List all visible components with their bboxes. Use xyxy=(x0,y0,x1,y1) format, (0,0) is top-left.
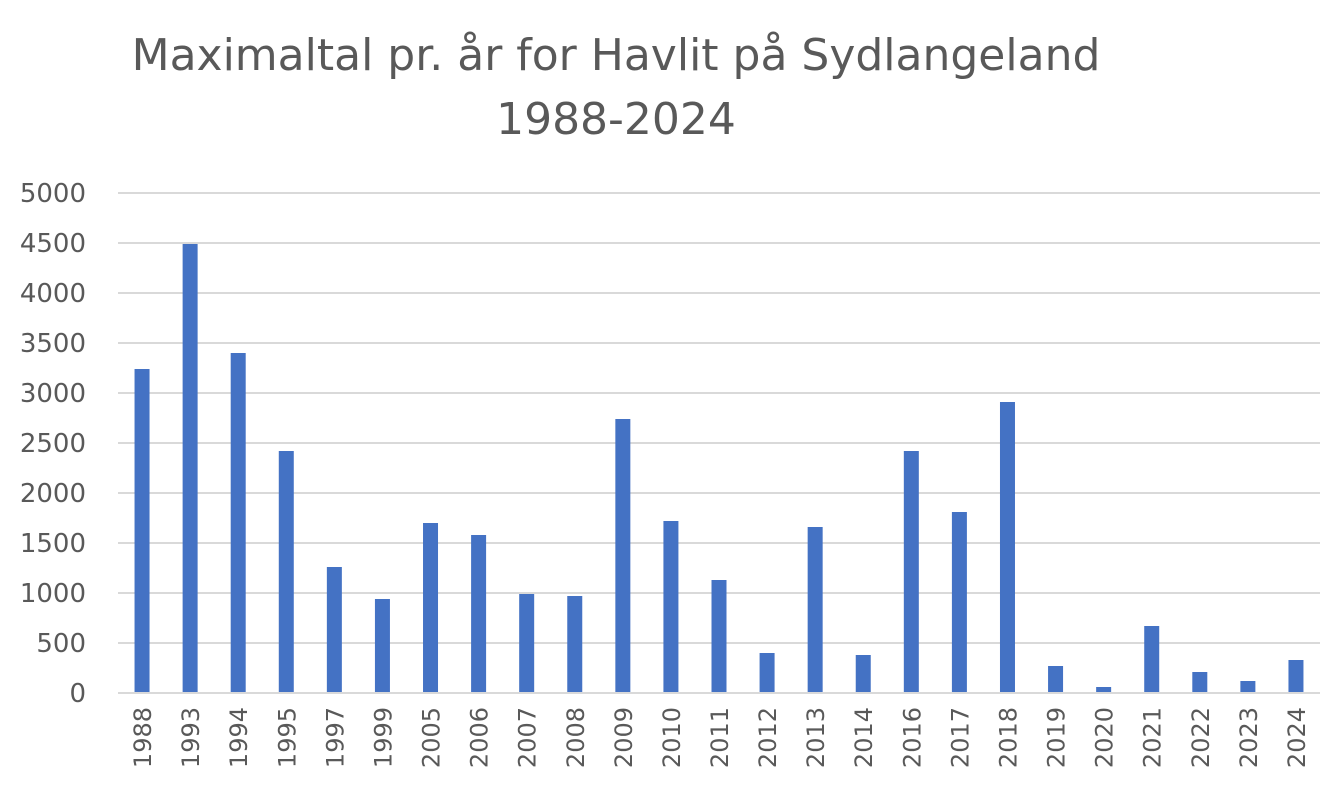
bar-1997 xyxy=(326,567,342,693)
x-tick-label: 2020 xyxy=(1091,707,1119,768)
y-tick-label: 1000 xyxy=(20,579,86,609)
bar-2011 xyxy=(711,580,727,693)
x-axis-ticks: 1988 1993 1994 1995 1997 1999 2005 2006 2007 2008… xyxy=(129,707,1311,768)
y-tick-label: 2000 xyxy=(20,479,86,509)
bar-2023 xyxy=(1240,681,1256,693)
bar-1994 xyxy=(230,353,246,693)
bar-2010 xyxy=(663,521,679,693)
bar-2020 xyxy=(1096,687,1112,693)
x-tick-label: 1994 xyxy=(225,707,253,768)
x-tick-label: 2007 xyxy=(514,707,542,768)
y-tick-label: 500 xyxy=(36,629,86,659)
x-tick-label: 1997 xyxy=(321,707,349,768)
bar-2016 xyxy=(903,451,919,693)
bar-2012 xyxy=(759,653,775,693)
bars xyxy=(134,244,1304,693)
x-tick-label: 2014 xyxy=(850,707,878,768)
x-tick-label: 2013 xyxy=(802,707,830,768)
x-tick-label: 1993 xyxy=(177,707,205,768)
y-tick-label: 1500 xyxy=(20,529,86,559)
x-tick-label: 1999 xyxy=(369,707,397,768)
bar-1995 xyxy=(278,451,294,693)
x-tick-label: 2006 xyxy=(466,707,494,768)
x-tick-label: 1995 xyxy=(273,707,301,768)
chart-title-line1: Maximaltal pr. år for Havlit på Sydlange… xyxy=(131,30,1101,81)
y-tick-label: 3500 xyxy=(20,329,86,359)
x-tick-label: 2010 xyxy=(658,707,686,768)
chart-title: Maximaltal pr. år for Havlit på Sydlange… xyxy=(0,24,1232,152)
x-tick-label: 2023 xyxy=(1235,707,1263,768)
x-tick-label: 2022 xyxy=(1187,707,1215,768)
x-tick-label: 2011 xyxy=(706,707,734,768)
y-tick-label: 3000 xyxy=(20,379,86,409)
y-tick-label: 4000 xyxy=(20,279,86,309)
bar-2022 xyxy=(1192,672,1208,693)
x-tick-label: 2024 xyxy=(1283,707,1311,768)
x-tick-label: 2018 xyxy=(994,707,1022,768)
x-tick-label: 2019 xyxy=(1043,707,1071,768)
bar-2013 xyxy=(807,527,823,693)
bar-2019 xyxy=(1048,666,1064,693)
x-tick-label: 2017 xyxy=(946,707,974,768)
y-tick-label: 0 xyxy=(69,679,86,709)
bar-2018 xyxy=(999,402,1015,693)
x-tick-label: 2005 xyxy=(418,707,446,768)
bar-2021 xyxy=(1144,626,1160,693)
x-tick-label: 2016 xyxy=(898,707,926,768)
x-tick-label: 2021 xyxy=(1139,707,1167,768)
bar-2014 xyxy=(855,655,871,693)
bar-2007 xyxy=(519,594,535,693)
x-tick-label: 2008 xyxy=(562,707,590,768)
bar-2009 xyxy=(615,419,631,693)
gridlines xyxy=(118,192,1320,694)
bar-1999 xyxy=(374,599,390,693)
bar-2017 xyxy=(951,512,967,693)
x-tick-label: 2009 xyxy=(610,707,638,768)
bar-2008 xyxy=(567,596,583,693)
y-tick-label: 5000 xyxy=(20,179,86,209)
x-tick-label: 2012 xyxy=(754,707,782,768)
bar-2006 xyxy=(471,535,487,693)
x-tick-label: 1988 xyxy=(129,707,157,768)
bar-2024 xyxy=(1288,660,1304,693)
bar-2005 xyxy=(423,523,439,693)
bar-1993 xyxy=(182,244,198,693)
y-tick-label: 4500 xyxy=(20,229,86,259)
y-axis-ticks: 0 500 1000 1500 2000 2500 3000 3500 4000 4500 5000 xyxy=(20,179,86,709)
chart-title-line2: 1988-2024 xyxy=(496,94,736,145)
y-tick-label: 2500 xyxy=(20,429,86,459)
bar-1988 xyxy=(134,369,150,693)
